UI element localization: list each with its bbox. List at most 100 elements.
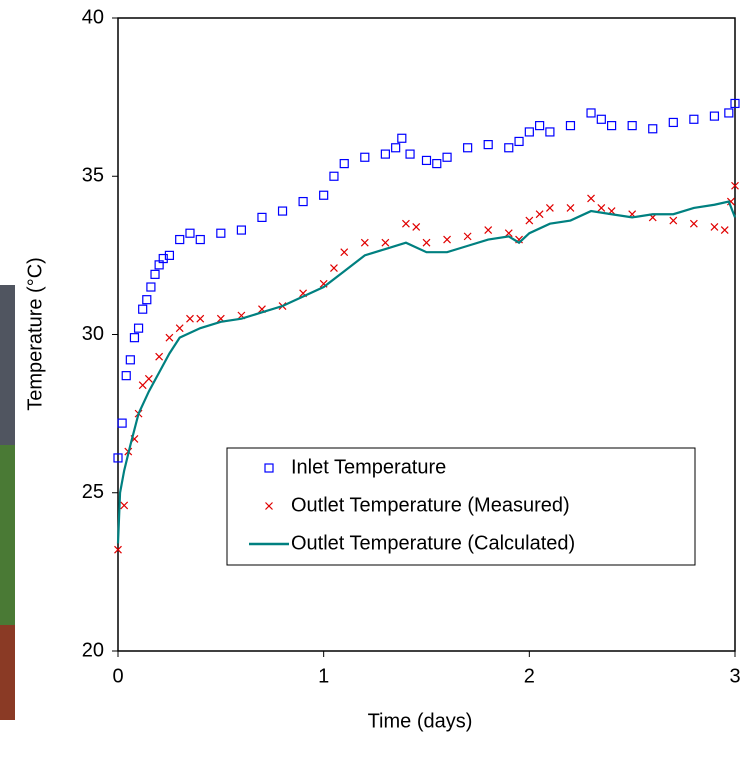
data-point <box>175 324 184 333</box>
data-point <box>113 453 123 463</box>
series-line <box>116 200 737 544</box>
legend-marker <box>265 502 273 510</box>
data-point <box>175 234 185 245</box>
data-point <box>421 155 432 166</box>
data-point <box>138 381 147 390</box>
data-point <box>186 314 194 323</box>
y-tick-label: 35 <box>82 165 104 187</box>
y-tick-label: 30 <box>82 323 104 345</box>
data-point <box>120 501 129 510</box>
data-point <box>319 190 329 200</box>
data-point <box>277 206 288 216</box>
data-point <box>689 219 698 228</box>
data-point <box>596 114 606 124</box>
data-point <box>216 228 226 238</box>
data-point <box>535 210 544 219</box>
legend-marker <box>264 463 274 473</box>
data-point <box>627 121 637 131</box>
data-point <box>133 323 144 333</box>
x-tick-label: 2 <box>524 665 535 687</box>
data-point <box>648 124 658 134</box>
data-point <box>724 108 734 118</box>
data-point <box>484 226 493 234</box>
data-point <box>391 143 401 153</box>
data-point <box>689 114 699 124</box>
data-point <box>397 133 407 143</box>
legend-label: Inlet Temperature <box>291 456 446 478</box>
data-point <box>587 194 595 203</box>
data-point <box>155 352 164 361</box>
data-point <box>360 152 370 162</box>
data-point <box>565 121 576 131</box>
data-point <box>125 355 135 365</box>
data-point <box>257 212 267 222</box>
data-point <box>412 222 421 231</box>
data-point <box>121 371 131 381</box>
data-point <box>381 238 390 247</box>
data-point <box>114 545 122 554</box>
data-point <box>196 314 205 323</box>
legend-label: Outlet Temperature (Measured) <box>291 494 570 516</box>
data-point <box>720 226 729 234</box>
data-point <box>514 136 524 147</box>
data-point <box>483 140 493 150</box>
data-point <box>586 108 596 118</box>
data-point <box>360 238 369 247</box>
data-point <box>150 269 160 279</box>
data-point <box>709 111 720 121</box>
data-point <box>442 152 452 162</box>
data-point <box>380 149 390 159</box>
photo-fragment <box>0 445 15 625</box>
data-point <box>731 181 739 190</box>
y-tick-label: 40 <box>82 6 104 28</box>
data-point <box>185 228 195 238</box>
data-point <box>330 264 338 272</box>
data-point <box>710 222 719 231</box>
data-point <box>117 418 127 428</box>
data-point <box>463 232 472 241</box>
data-point <box>158 253 168 264</box>
data-point <box>504 229 513 238</box>
legend-box <box>226 447 696 566</box>
data-point <box>142 295 152 305</box>
x-tick-label: 1 <box>318 665 329 687</box>
y-tick-label: 20 <box>82 639 104 661</box>
data-point <box>669 216 678 225</box>
data-point <box>597 203 606 212</box>
data-point <box>443 235 451 244</box>
data-point <box>463 143 473 153</box>
data-point <box>730 98 740 109</box>
data-point <box>668 117 678 128</box>
data-point <box>144 374 153 383</box>
data-point <box>525 216 534 225</box>
data-point <box>422 238 431 247</box>
data-point <box>726 197 735 206</box>
x-tick-label: 3 <box>729 665 740 687</box>
data-point <box>524 127 534 137</box>
data-point <box>545 203 554 212</box>
data-point <box>405 149 415 159</box>
y-axis-label: Temperature (°C) <box>24 257 46 411</box>
data-point <box>504 143 514 153</box>
data-point <box>339 158 349 169</box>
data-point <box>340 248 349 257</box>
data-point <box>545 127 555 137</box>
data-point <box>236 225 246 235</box>
data-point <box>535 121 545 131</box>
data-point <box>298 196 308 207</box>
data-point <box>165 333 174 342</box>
data-point <box>129 333 140 343</box>
data-point <box>566 203 575 212</box>
legend-label: Outlet Temperature (Calculated) <box>291 532 575 554</box>
data-point <box>138 304 148 314</box>
data-point <box>606 121 617 131</box>
data-point <box>432 158 442 169</box>
photo-fragment <box>0 625 15 720</box>
data-point <box>329 171 339 181</box>
x-tick-label: 0 <box>112 665 123 687</box>
x-axis-label: Time (days) <box>368 710 473 732</box>
data-point <box>164 250 175 260</box>
data-point <box>146 282 156 292</box>
